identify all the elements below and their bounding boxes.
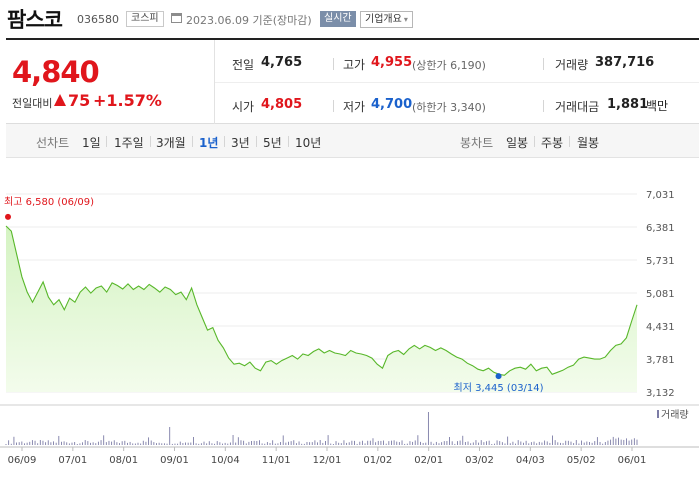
period-1w[interactable]: 1주일 bbox=[114, 136, 144, 150]
y-tick-label: 5,731 bbox=[646, 256, 675, 267]
x-tick-label: 09/01 bbox=[160, 455, 189, 466]
as-of-date: 2023.06.09 기준(장마감) bbox=[186, 14, 312, 27]
lower-limit: (하한가 3,340) bbox=[412, 101, 486, 114]
up-triangle-icon bbox=[54, 94, 66, 106]
x-tick-label: 10/04 bbox=[211, 455, 240, 466]
period-1y[interactable]: 1년 bbox=[199, 136, 219, 150]
low-value: 4,700 bbox=[371, 97, 413, 112]
panel-divider bbox=[214, 40, 215, 124]
volume-legend-swatch bbox=[657, 410, 659, 418]
divider bbox=[224, 136, 225, 147]
divider bbox=[256, 136, 257, 147]
y-tick-label: 7,031 bbox=[646, 190, 675, 201]
x-tick-label: 02/01 bbox=[414, 455, 443, 466]
calendar-icon bbox=[171, 13, 182, 23]
period-monthly[interactable]: 월봉 bbox=[577, 136, 600, 150]
divider bbox=[192, 136, 193, 147]
high-label: 고가 bbox=[343, 58, 366, 72]
period-bar: 선차트 1일 1주일 3개월 1년 3년 5년 10년 봉차트 일봉 주봉 월봉 bbox=[6, 124, 699, 158]
period-10y[interactable]: 10년 bbox=[295, 136, 322, 150]
y-tick-label: 5,081 bbox=[646, 289, 675, 300]
divider bbox=[150, 136, 151, 147]
price-line bbox=[5, 225, 638, 376]
open-label: 시가 bbox=[232, 100, 255, 114]
company-overview-label: 기업개요 bbox=[365, 14, 402, 25]
stock-name: 팜스코 bbox=[7, 8, 63, 32]
upper-limit: (상한가 6,190) bbox=[412, 59, 486, 72]
divider bbox=[333, 58, 334, 70]
prev-close-value: 4,765 bbox=[261, 55, 303, 70]
change-percent: +1.57% bbox=[93, 91, 162, 110]
period-weekly[interactable]: 주봉 bbox=[541, 136, 564, 150]
x-tick-label: 01/02 bbox=[363, 455, 392, 466]
y-tick-label: 6,381 bbox=[646, 223, 675, 234]
period-1d[interactable]: 1일 bbox=[82, 136, 101, 150]
change-amount: 75 bbox=[68, 91, 91, 110]
divider bbox=[543, 100, 544, 112]
header-bar: 팜스코 036580 코스피 2023.06.09 기준(장마감) 실시간 기업… bbox=[0, 0, 699, 38]
volume-label: 거래량 bbox=[555, 58, 589, 72]
chevron-down-icon: ▾ bbox=[403, 15, 408, 24]
stock-code: 036580 bbox=[77, 13, 119, 26]
x-tick-label: 11/01 bbox=[262, 455, 291, 466]
amount-label: 거래대금 bbox=[555, 100, 600, 114]
x-tick-label: 03/02 bbox=[465, 455, 494, 466]
quote-panel: 4,840 전일대비 75 +1.57% 전일 4,765 고가 4,955 (… bbox=[6, 38, 699, 124]
volume-legend-label: 거래량 bbox=[661, 409, 689, 421]
divider bbox=[333, 100, 334, 112]
period-daily[interactable]: 일봉 bbox=[506, 136, 529, 150]
high-value: 4,955 bbox=[371, 55, 413, 70]
price-area bbox=[6, 226, 637, 392]
period-3m[interactable]: 3개월 bbox=[156, 136, 186, 150]
x-tick-label: 05/02 bbox=[567, 455, 596, 466]
line-chart-label: 선차트 bbox=[36, 136, 70, 150]
y-tick-label: 4,431 bbox=[646, 322, 675, 333]
volume-value: 387,716 bbox=[595, 55, 655, 70]
amount-value: 1,881 bbox=[607, 97, 649, 112]
row-divider bbox=[215, 82, 699, 83]
amount-unit: 백만 bbox=[646, 99, 669, 113]
x-tick-label: 08/01 bbox=[109, 455, 138, 466]
divider bbox=[534, 136, 535, 147]
x-tick-label: 06/01 bbox=[618, 455, 647, 466]
divider bbox=[543, 58, 544, 70]
y-tick-label: 3,781 bbox=[646, 355, 675, 366]
current-price: 4,840 bbox=[12, 55, 100, 89]
high-annotation: 최고 6,580 (06/09) bbox=[4, 196, 94, 208]
price-chart[interactable]: 7,031 6,381 5,731 5,081 4,431 3,781 3,132 최고 6… bbox=[0, 158, 699, 482]
change-label: 전일대비 bbox=[12, 97, 53, 110]
realtime-button[interactable]: 실시간 bbox=[320, 11, 356, 27]
open-value: 4,805 bbox=[261, 97, 303, 112]
x-tick-label: 06/09 bbox=[8, 455, 37, 466]
y-tick-label: 3,132 bbox=[646, 388, 675, 399]
divider bbox=[288, 136, 289, 147]
low-marker bbox=[495, 373, 502, 380]
candle-chart-label: 봉차트 bbox=[460, 136, 494, 150]
high-marker bbox=[5, 213, 11, 220]
period-3y[interactable]: 3년 bbox=[231, 136, 250, 150]
prev-close-label: 전일 bbox=[232, 58, 255, 72]
market-badge: 코스피 bbox=[126, 11, 164, 27]
low-label: 저가 bbox=[343, 100, 366, 114]
divider bbox=[106, 136, 107, 147]
period-5y[interactable]: 5년 bbox=[263, 136, 282, 150]
x-tick-label: 04/03 bbox=[516, 455, 545, 466]
x-tick-label: 07/01 bbox=[58, 455, 87, 466]
x-tick-label: 12/01 bbox=[313, 455, 342, 466]
divider bbox=[569, 136, 570, 147]
company-overview-button[interactable]: 기업개요 ▾ bbox=[360, 11, 413, 28]
low-annotation: 최저 3,445 (03/14) bbox=[454, 382, 544, 394]
